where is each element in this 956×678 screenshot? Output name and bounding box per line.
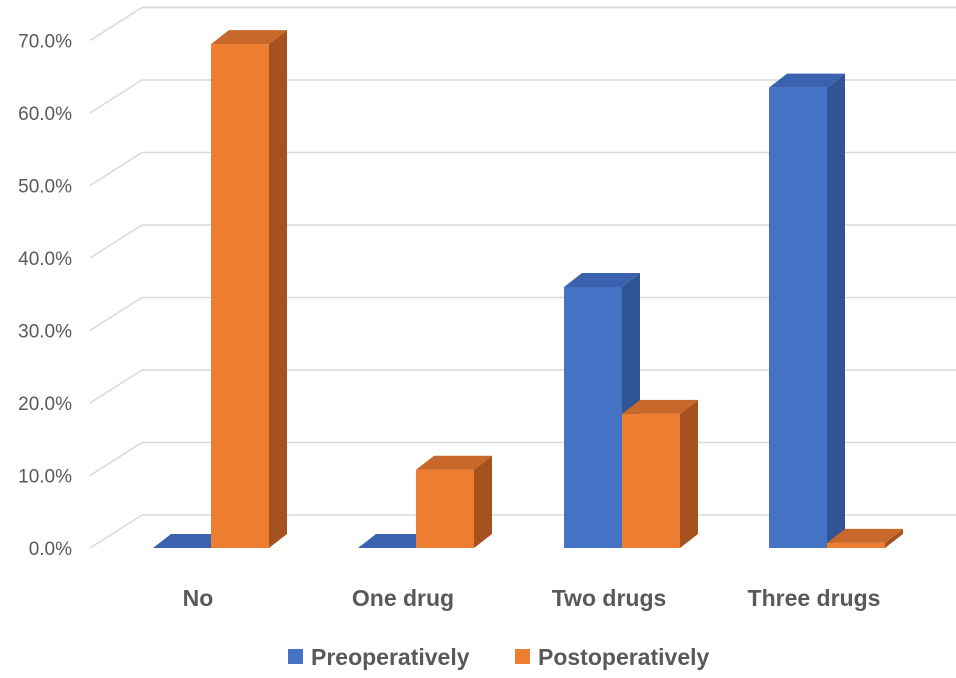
bar-top [416, 455, 492, 470]
gridline-side [89, 369, 143, 404]
gridline-side [89, 441, 143, 477]
legend-swatch [288, 649, 303, 664]
x-tick-label: One drug [352, 585, 454, 611]
x-tick-label: Two drugs [552, 585, 667, 611]
y-tick-label: 60.0% [18, 104, 72, 125]
y-tick-label: 30.0% [18, 322, 72, 343]
legend-label: Preoperatively [311, 644, 470, 670]
y-axis-ticks: 0.0% 10.0% 20.0% 30.0% 40.0% 50.0% 60.0% 70.0% [18, 32, 72, 561]
y-tick-label: 50.0% [18, 177, 72, 198]
y-tick-label: 20.0% [18, 394, 72, 415]
bars [153, 30, 903, 548]
bar-preoperatively-three-drugs [769, 73, 845, 548]
bar-side [474, 455, 492, 548]
gridline-side [89, 296, 143, 332]
bar-postoperatively-one-drug [416, 455, 492, 548]
x-axis-ticks: No One drug Two drugs Three drugs [183, 585, 881, 611]
y-tick-label: 0.0% [29, 539, 72, 560]
bar-front [827, 542, 885, 548]
bar-top [827, 528, 903, 543]
x-tick-label: No [183, 585, 214, 611]
gridline-side [89, 151, 143, 187]
bar-top [358, 534, 434, 548]
legend-item: Preoperatively [288, 644, 470, 670]
gridline-side [89, 6, 143, 42]
gridline-side [89, 224, 143, 259]
bar-top [769, 73, 845, 88]
y-tick-label: 70.0% [18, 32, 72, 53]
y-tick-label: 10.0% [18, 467, 72, 488]
x-tick-label: Three drugs [748, 585, 881, 611]
bar-top [564, 273, 640, 287]
legend: Preoperatively Postoperatively [288, 644, 709, 670]
bar-preoperatively-no [153, 534, 229, 548]
bar-side [827, 73, 845, 548]
bar-side [885, 528, 903, 548]
bar-postoperatively-two-drugs [622, 399, 698, 548]
bar-side [680, 399, 698, 548]
gridline-side [89, 514, 143, 549]
bar-preoperatively-one-drug [358, 534, 434, 548]
bar-front [416, 469, 474, 548]
y-tick-label: 40.0% [18, 249, 72, 270]
bar-top [211, 30, 287, 45]
bar-front [622, 413, 680, 548]
bar-postoperatively-three-drugs [827, 528, 903, 548]
bar-top [622, 399, 698, 414]
legend-swatch [515, 649, 530, 664]
bar-side [269, 30, 287, 548]
bar-top [153, 534, 229, 548]
legend-label: Postoperatively [538, 644, 709, 670]
bar-postoperatively-no [211, 30, 287, 548]
bar-front [564, 287, 622, 548]
bar-front [211, 44, 269, 548]
legend-item: Postoperatively [515, 644, 709, 670]
gridline-side [89, 79, 143, 114]
bar-front [769, 87, 827, 548]
